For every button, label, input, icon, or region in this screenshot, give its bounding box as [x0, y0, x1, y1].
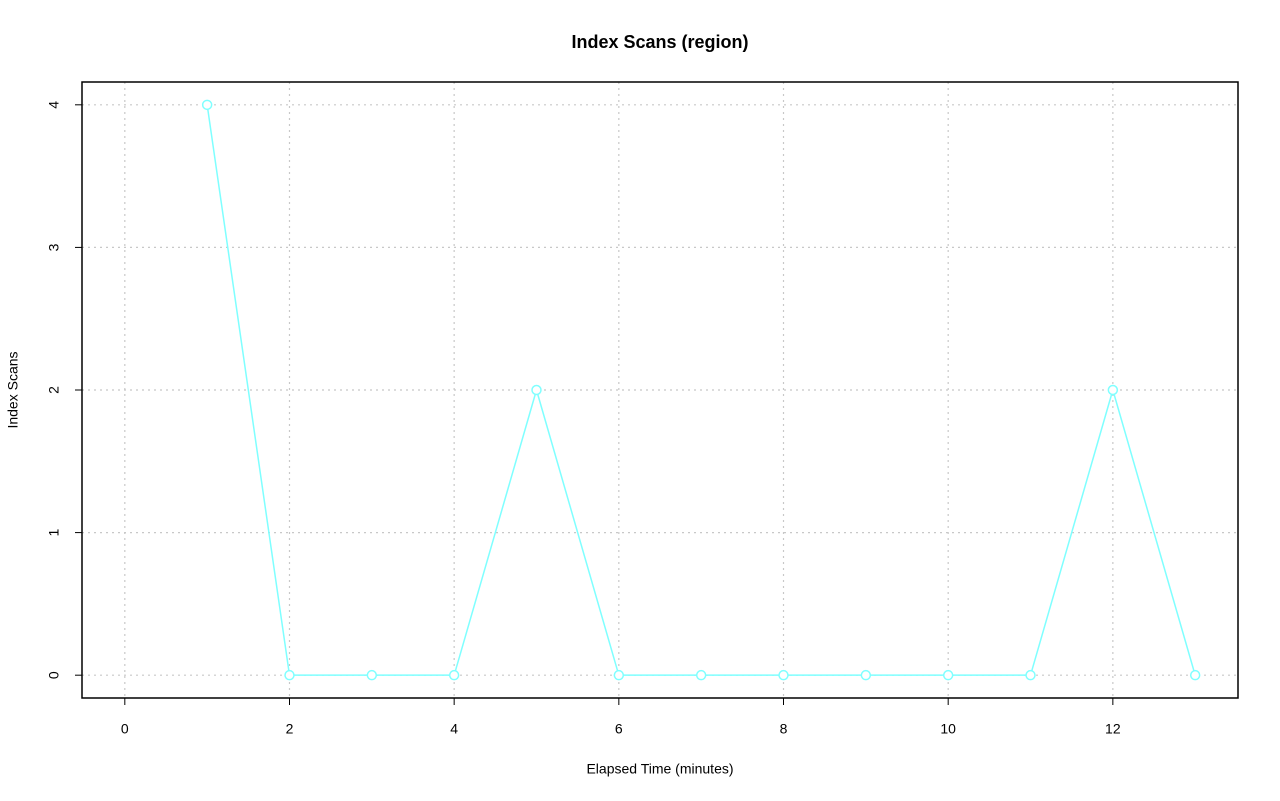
chart-title: Index Scans (region): [571, 32, 748, 52]
x-tick-label: 10: [940, 721, 956, 737]
data-point: [1025, 669, 1036, 681]
data-point: [1189, 669, 1201, 681]
data-point: [860, 669, 872, 681]
data-point: [366, 669, 378, 681]
x-tick-label: 8: [780, 721, 788, 737]
y-tick-label: 2: [46, 386, 62, 394]
y-tick-label: 3: [46, 243, 62, 251]
data-point: [778, 669, 789, 681]
plot-area: [201, 99, 1201, 681]
x-axis-label: Elapsed Time (minutes): [586, 761, 733, 777]
data-point: [613, 669, 625, 681]
y-tick-label: 4: [46, 101, 62, 109]
data-point: [284, 669, 295, 681]
y-tick-label: 0: [46, 671, 62, 679]
data-point: [448, 669, 460, 681]
data-point: [201, 99, 213, 111]
x-tick-label: 6: [615, 721, 623, 737]
x-tick-label: 12: [1105, 721, 1121, 737]
data-point: [695, 669, 707, 681]
y-axis-label: Index Scans: [5, 351, 21, 428]
x-tick-label: 0: [121, 721, 129, 737]
y-tick-label: 1: [46, 528, 62, 536]
x-tick-label: 2: [286, 721, 294, 737]
x-tick-label: 4: [450, 721, 458, 737]
data-point: [942, 669, 954, 681]
data-point: [531, 384, 542, 396]
data-point: [1107, 384, 1119, 396]
